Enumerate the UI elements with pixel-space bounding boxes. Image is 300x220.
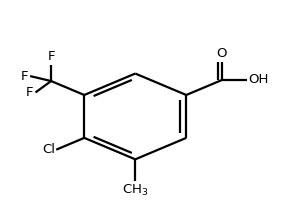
Text: F: F [47, 50, 55, 63]
Text: F: F [26, 86, 34, 99]
Text: O: O [217, 47, 227, 60]
Text: CH$_3$: CH$_3$ [122, 182, 148, 198]
Text: F: F [21, 70, 28, 82]
Text: Cl: Cl [42, 143, 55, 156]
Text: OH: OH [248, 73, 269, 86]
